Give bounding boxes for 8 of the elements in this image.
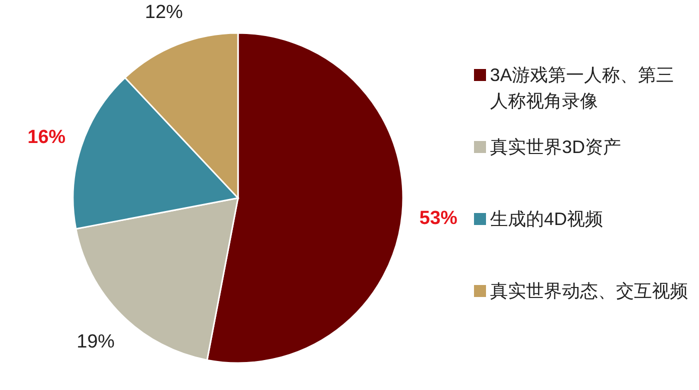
legend-label: 生成的4D视频 xyxy=(490,209,604,229)
data-label: 12% xyxy=(144,2,184,23)
data-label: 19% xyxy=(76,331,115,352)
data-label: 16% xyxy=(28,126,66,148)
data-label: 53% xyxy=(419,208,458,229)
legend-label: 3A游戏第一人称、第三人称视角录像 xyxy=(490,65,674,111)
legend-label: 真实世界3D资产 xyxy=(490,137,622,157)
legend-label: 真实世界动态、交互视频 xyxy=(490,281,688,301)
